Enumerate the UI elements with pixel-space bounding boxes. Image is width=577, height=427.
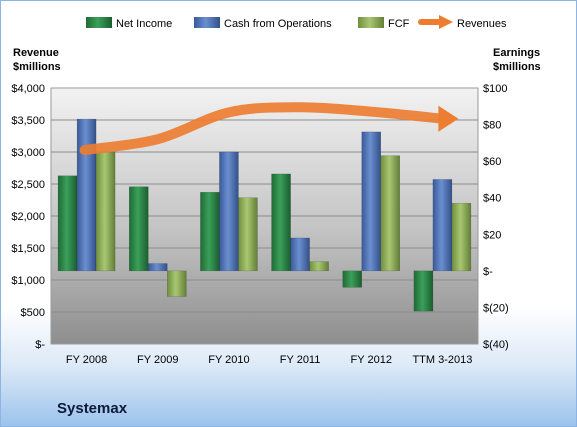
legend: Net Income Cash from Operations FCF Reve… <box>86 15 507 30</box>
revenue-line <box>79 102 459 156</box>
left-tick-label: $1,500 <box>11 243 45 255</box>
left-tick-label: $1,000 <box>11 275 45 287</box>
bar-cash-from-operations-fy-2011 <box>290 237 310 272</box>
bars <box>57 118 472 312</box>
bar-cash-from-operations-fy-2009 <box>148 263 168 272</box>
legend-swatch-net-income <box>86 17 112 28</box>
legend-label-revenues: Revenues <box>457 18 507 30</box>
right-tick-label: $40 <box>483 193 501 205</box>
right-axis-ticks: $(40) $(20) $- $20 $40 $60 $80 $100 <box>483 83 509 351</box>
right-tick-label: $100 <box>483 83 507 95</box>
bar-cash-from-operations-fy-2012 <box>361 131 381 272</box>
category-labels: FY 2008 FY 2009 FY 2010 FY 2011 FY 2012 TTM 3… <box>66 354 472 366</box>
right-tick-label: $(40) <box>483 339 509 351</box>
right-tick-label: $(20) <box>483 302 509 314</box>
bar-net-income-ttm-3-2013 <box>413 270 434 312</box>
bar-net-income-fy-2009 <box>129 186 149 272</box>
bar-fcf-fy-2009 <box>167 270 187 297</box>
right-tick-label: $60 <box>483 156 501 168</box>
bar-fcf-fy-2011 <box>309 261 329 272</box>
bar-cash-from-operations-fy-2010 <box>219 151 239 272</box>
left-axis-label-line1: Revenue <box>13 47 59 59</box>
bar-net-income-fy-2012 <box>342 270 362 288</box>
revenue-arrow-head <box>438 105 459 132</box>
bar-fcf-ttm-3-2013 <box>451 202 472 272</box>
left-tick-label: $500 <box>21 307 45 319</box>
bar-fcf-fy-2010 <box>238 197 258 272</box>
left-axis-ticks: $- $500 $1,000 $1,500 $2,000 $2,500 $3,000 $3,5… <box>11 83 45 351</box>
left-axis-label-line2: $millions <box>13 61 61 73</box>
right-axis-label-line1: Earnings <box>493 47 540 59</box>
right-tick-label: $80 <box>483 120 501 132</box>
category-label: FY 2008 <box>66 354 107 366</box>
category-label: FY 2011 <box>280 354 321 366</box>
legend-label-fcf: FCF <box>388 18 410 30</box>
legend-swatch-cash-from-operations <box>194 17 220 28</box>
category-label: TTM 3-2013 <box>412 354 472 366</box>
legend-arrow-revenues <box>439 15 453 29</box>
legend-label-cash-from-operations: Cash from Operations <box>224 18 332 30</box>
left-tick-label: $2,000 <box>11 211 45 223</box>
bar-net-income-fy-2008 <box>57 175 78 272</box>
left-tick-label: $- <box>35 339 45 351</box>
bar-cash-from-operations-fy-2008 <box>76 118 97 272</box>
left-tick-label: $2,500 <box>11 179 45 191</box>
right-tick-label: $20 <box>483 229 501 241</box>
bar-net-income-fy-2011 <box>271 173 291 272</box>
category-label: FY 2010 <box>208 354 249 366</box>
bar-fcf-fy-2012 <box>380 155 400 272</box>
right-tick-label: $- <box>483 266 493 278</box>
category-label: FY 2009 <box>137 354 178 366</box>
legend-label-net-income: Net Income <box>116 18 172 30</box>
left-tick-label: $3,500 <box>11 115 45 127</box>
revenue-line-path <box>79 102 448 156</box>
bar-cash-from-operations-ttm-3-2013 <box>432 179 453 272</box>
category-label: FY 2012 <box>351 354 392 366</box>
legend-swatch-fcf <box>358 17 384 28</box>
company-name: Systemax <box>57 400 128 417</box>
right-axis-label-line2: $millions <box>493 61 541 73</box>
bar-fcf-fy-2008 <box>95 151 116 272</box>
bar-net-income-fy-2010 <box>200 191 220 272</box>
left-tick-label: $3,000 <box>11 147 45 159</box>
left-tick-label: $4,000 <box>11 83 45 95</box>
